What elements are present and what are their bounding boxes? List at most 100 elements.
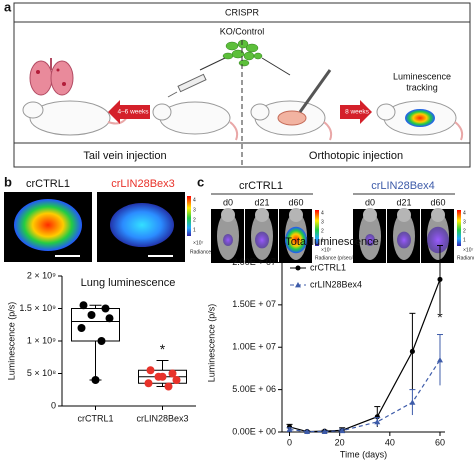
colorbar (457, 210, 461, 246)
data-point (97, 337, 106, 345)
x-axis-label: Time (days) (340, 449, 387, 459)
marker (295, 265, 301, 271)
legend-label: crLIN28Bex4 (310, 279, 362, 289)
marker (339, 427, 346, 434)
data-point (79, 301, 88, 310)
x-tick-label: 60 (435, 437, 445, 447)
group-title: crCTRL1 (239, 180, 283, 192)
colorbar-tick: 4 (463, 210, 466, 216)
cells (222, 39, 263, 67)
mouse (250, 100, 333, 141)
arrow-label: 4–6 weeks (117, 109, 149, 116)
colorbar-title: Radiance (p/sec/cm²/sr) (315, 255, 368, 261)
mouse (376, 100, 464, 141)
y-tick-label: 5 × 10⁸ (27, 368, 56, 378)
panel-c-images: c crCTRL1 d0 d21 d60 4 3 2 1 ×10⁷ Radiance (p/sec… (197, 174, 474, 263)
day-label: d21 (254, 197, 269, 207)
data-point (146, 366, 155, 375)
arrow-block (108, 100, 150, 124)
colorbar-tick: 1 (321, 237, 324, 243)
box-chart: Lung luminescence Luminescence (p/s) 0 5 × … (6, 270, 196, 423)
day-label: d60 (430, 197, 445, 207)
marker (286, 426, 293, 432)
x-tick-label: 0 (287, 437, 292, 447)
panel-label: c (197, 174, 204, 189)
image-title: crLIN28Bex3 (111, 178, 175, 190)
marker (295, 282, 301, 288)
x-tick-label: 40 (385, 437, 395, 447)
syringe (167, 73, 207, 98)
colorbar-tick: 4 (321, 210, 324, 216)
day-label: d0 (223, 197, 233, 207)
marker (409, 399, 416, 405)
series-line (289, 359, 441, 433)
agent-label: KO/Control (220, 26, 265, 36)
colorbar-tick: 2 (321, 228, 324, 234)
image-signal (365, 234, 375, 246)
data-point (164, 382, 173, 391)
caption: Orthotopic injection (309, 150, 403, 162)
arrow-label: 8 weeks (345, 109, 370, 116)
y-tick-label: 5.00E + 06 (232, 384, 276, 394)
colorbar (187, 196, 191, 236)
legend-label: crCTRL1 (310, 262, 346, 272)
colorbar-tick: 2 (193, 217, 196, 223)
data-point (172, 376, 181, 384)
image-signal (110, 203, 174, 247)
tracking-label: Luminescence (393, 71, 451, 81)
chart-title: Lung luminescence (81, 277, 176, 289)
image-title: crCTRL1 (26, 178, 70, 190)
header: CRISPR (225, 7, 260, 17)
line-chart: Total luminescence Luminescence (p/s) Time… (206, 236, 445, 459)
image-signal (223, 234, 233, 246)
image-signal (397, 231, 411, 249)
arrow (261, 57, 291, 76)
marker (436, 356, 443, 363)
marker (409, 348, 415, 355)
y-axis-label: Luminescence (p/s) (6, 302, 16, 381)
colorbar (315, 210, 319, 246)
mouse-head (221, 208, 235, 222)
y-tick-label: 1.50E + 07 (232, 299, 276, 309)
x-tick-label: crLIN28Bex3 (136, 413, 188, 423)
annotation: * (160, 341, 166, 357)
x-tick-label: crCTRL1 (77, 413, 113, 423)
x-tick-label: 20 (335, 437, 345, 447)
day-label: d0 (365, 197, 375, 207)
y-tick-label: 1.00E + 07 (232, 342, 276, 352)
panel-a: a CRISPR KO/Control 4–6 weeks 8 we (4, 0, 471, 168)
arrow-block (340, 100, 372, 124)
group-title: crLIN28Bex4 (371, 180, 435, 192)
marker (374, 418, 381, 425)
panel-label: a (4, 0, 12, 14)
y-axis-label: Luminescence (p/s) (206, 304, 216, 383)
data-point (87, 311, 96, 319)
colorbar-tick: 4 (193, 197, 196, 203)
arrow (199, 57, 226, 71)
colorbar-tick: 1 (463, 237, 466, 243)
marker (437, 276, 443, 282)
mouse (152, 101, 239, 141)
y-tick-label: 2.00E + 07 (232, 257, 276, 267)
mouse-head (431, 208, 445, 222)
y-tick-label: 2 × 10⁹ (27, 270, 56, 280)
panel-label: b (4, 174, 12, 189)
colorbar-unit: ×10⁷ (193, 240, 203, 246)
colorbar-unit: ×10⁷ (321, 247, 331, 253)
series-line (289, 279, 441, 433)
data-point (168, 369, 177, 378)
chart-title: Total luminescence (285, 236, 379, 248)
colorbar-tick: 1 (193, 227, 196, 233)
day-label: d60 (288, 197, 303, 207)
y-tick-label: 1.5 × 10⁹ (19, 303, 56, 313)
box (71, 308, 120, 342)
mouse-head (289, 208, 303, 222)
image-signal (14, 199, 82, 251)
colorbar-unit: ×10⁷ (463, 247, 473, 253)
data-point (105, 314, 114, 323)
data-point (101, 304, 110, 313)
data-point (158, 372, 167, 381)
caption: Tail vein injection (83, 150, 166, 162)
